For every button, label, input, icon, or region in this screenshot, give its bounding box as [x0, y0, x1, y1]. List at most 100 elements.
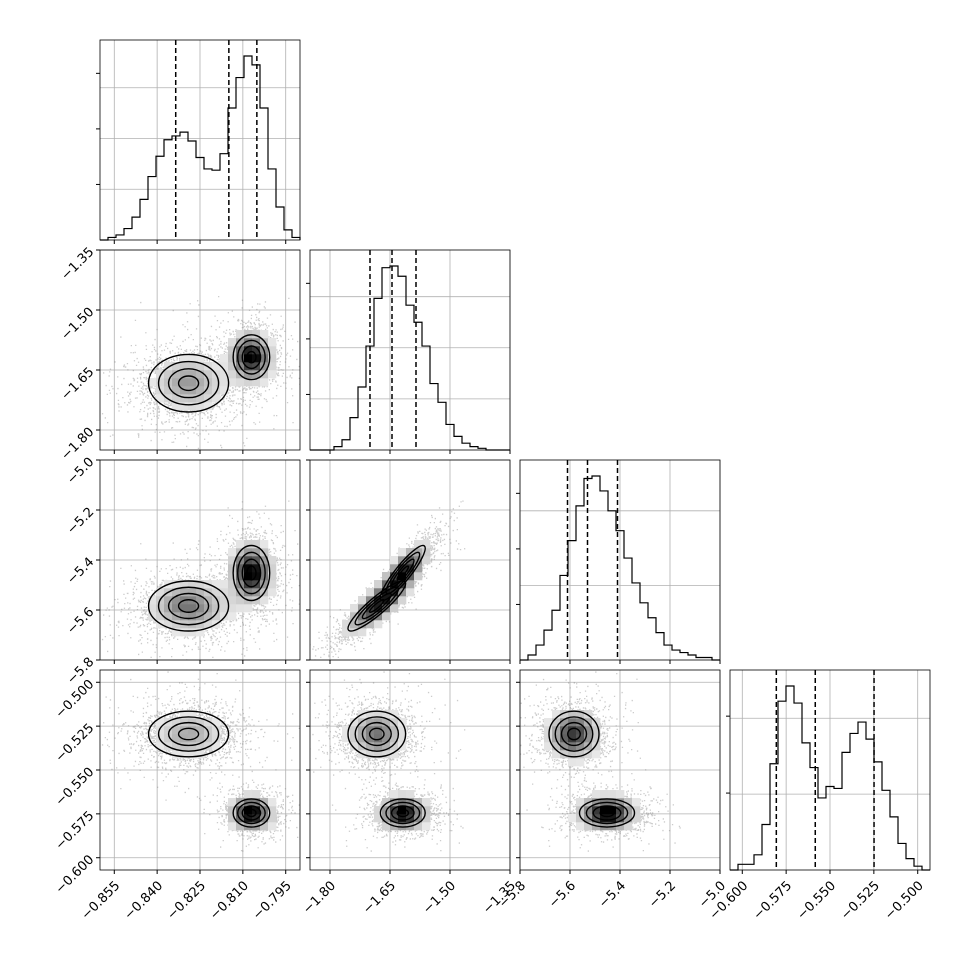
density-cell — [260, 572, 269, 581]
panel-content — [310, 671, 466, 852]
contour-line — [361, 592, 392, 620]
density-cell — [390, 710, 399, 719]
density-cell — [196, 402, 205, 411]
density-cell — [382, 742, 391, 751]
density-cell — [196, 354, 205, 363]
density-cell — [366, 742, 375, 751]
density-cell — [552, 718, 561, 727]
contour-line — [585, 801, 629, 825]
density-cell — [252, 330, 261, 339]
density-cell — [188, 742, 197, 751]
density-cell — [252, 370, 261, 379]
density-cell — [228, 822, 237, 831]
density-cell — [560, 734, 569, 743]
density-cell — [148, 378, 157, 387]
density-cell — [156, 742, 165, 751]
contour-line — [390, 558, 415, 588]
density-cell — [414, 564, 423, 573]
density-cell — [228, 354, 237, 363]
density-cell — [164, 386, 173, 395]
density-cell — [632, 814, 641, 823]
density-cell — [180, 612, 189, 621]
density-cell — [268, 370, 277, 379]
density-cell — [204, 596, 213, 605]
density-cell — [560, 726, 569, 735]
density-cell — [398, 822, 407, 831]
density-cell — [252, 346, 261, 355]
density-cell — [544, 726, 553, 735]
contour-line — [232, 334, 271, 381]
density-cell — [212, 362, 221, 371]
contour-line — [241, 345, 262, 370]
density-cell — [268, 572, 277, 581]
density-cell — [196, 734, 205, 743]
contour-line — [567, 727, 581, 741]
density-cell — [204, 370, 213, 379]
density-cell — [260, 540, 269, 549]
contour-line — [554, 716, 594, 752]
density-cell — [220, 612, 229, 621]
density-cell — [164, 726, 173, 735]
density-cell — [366, 588, 375, 597]
density-cell — [220, 354, 229, 363]
density-cell — [260, 556, 269, 565]
contour-line — [241, 805, 262, 821]
density-cell — [422, 822, 431, 831]
contour-line — [246, 350, 257, 364]
density-cell — [592, 742, 601, 751]
density-cell — [576, 798, 585, 807]
density-cell — [568, 750, 577, 759]
density-cell — [172, 378, 181, 387]
panel-content — [520, 671, 681, 852]
histogram-step — [310, 265, 510, 451]
contour-line — [599, 808, 615, 818]
density-cell — [172, 628, 181, 637]
density-cell — [390, 726, 399, 735]
density-cell — [260, 822, 269, 831]
density-cell — [228, 362, 237, 371]
density-cell — [366, 620, 375, 629]
density-cell — [600, 822, 609, 831]
contour-line — [560, 721, 588, 747]
density-cell — [382, 798, 391, 807]
density-cell — [374, 806, 383, 815]
density-cell — [390, 718, 399, 727]
density-cell — [180, 588, 189, 597]
density-cell — [204, 718, 213, 727]
density-cell — [390, 798, 399, 807]
density-cell — [398, 790, 407, 799]
density-cell — [236, 596, 245, 605]
density-cell — [252, 338, 261, 347]
density-cell — [600, 814, 609, 823]
histogram-panel-2 — [309, 249, 511, 451]
density-cell — [592, 750, 601, 759]
contour-line — [167, 592, 210, 620]
contour-line — [347, 710, 407, 758]
density-cell — [244, 580, 253, 589]
density-cell — [616, 822, 625, 831]
contour-line — [592, 805, 622, 821]
density-cell — [252, 790, 261, 799]
density-cell — [220, 362, 229, 371]
contour-line — [379, 544, 426, 602]
density-cell — [374, 734, 383, 743]
density-cell — [188, 612, 197, 621]
density-cell — [220, 596, 229, 605]
density-cell — [180, 370, 189, 379]
contour-line — [354, 716, 400, 752]
density-cell — [260, 378, 269, 387]
density-cell — [220, 386, 229, 395]
density-cell — [188, 734, 197, 743]
density-cell — [584, 734, 593, 743]
density-cell — [624, 806, 633, 815]
density-cell — [228, 378, 237, 387]
density-cell — [172, 726, 181, 735]
density-cell — [204, 742, 213, 751]
density-cell — [358, 726, 367, 735]
density-cell — [544, 718, 553, 727]
density-cell — [268, 588, 277, 597]
density-cell — [228, 588, 237, 597]
density-cell — [180, 378, 189, 387]
density-cell — [414, 822, 423, 831]
density-cell — [422, 798, 431, 807]
